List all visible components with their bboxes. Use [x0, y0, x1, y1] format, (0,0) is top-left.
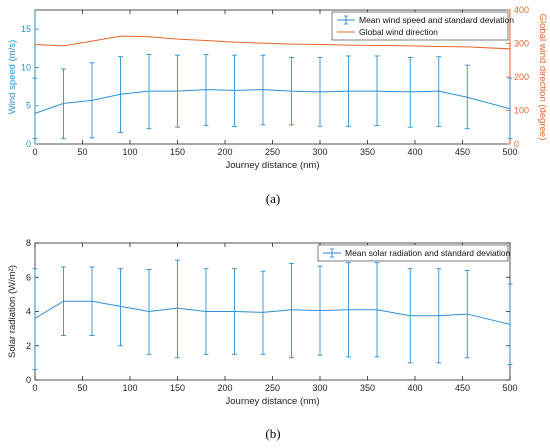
y-tick-label: 0	[26, 375, 31, 385]
x-tick-label: 50	[77, 147, 87, 157]
y2-tick-label: 200	[514, 72, 529, 82]
x-tick-label: 0	[32, 147, 37, 157]
x-tick-label: 500	[502, 383, 517, 393]
y2-tick-label: 400	[514, 5, 529, 15]
y2-tick-label: 100	[514, 106, 529, 116]
y-axis-label: Solar radiation (W/m²)	[7, 265, 18, 358]
series-line	[34, 89, 511, 114]
y-tick-label: 6	[26, 272, 31, 282]
solar-chart-panel: 0 50 100 150 200 250 300 350 400 450 500 Journey di…	[7, 238, 518, 407]
x-axis-label: Journey distance (nm)	[226, 160, 320, 171]
x-tick-label: 100	[122, 147, 137, 157]
legend-label: Mean wind speed and standard deviation	[359, 15, 514, 25]
y-tick-label: 8	[26, 238, 31, 248]
series-line	[34, 35, 511, 50]
x-tick-label: 500	[502, 147, 517, 157]
series-line	[34, 300, 511, 325]
caption-b: (b)	[265, 426, 280, 441]
x-tick-label: 450	[455, 147, 470, 157]
y2-axis-label: Global wind direction (degree)	[537, 14, 548, 141]
legend-label: Global wind direction	[359, 27, 438, 37]
y2-tick-label: 0	[514, 139, 519, 149]
x-tick-label: 300	[312, 147, 327, 157]
y-tick-label: 4	[26, 307, 31, 317]
x-axis-label: Journey distance (nm)	[226, 396, 320, 407]
y2-tick-label: 300	[514, 39, 529, 49]
x-tick-label: 200	[217, 147, 232, 157]
y-tick-label: 0	[26, 139, 31, 149]
x-tick-label: 50	[77, 383, 87, 393]
y-axis-label: Wind speed (m/s)	[7, 40, 18, 114]
x-tick-label: 350	[360, 147, 375, 157]
legend: Mean solar radiation and standard deviat…	[317, 244, 511, 262]
x-tick-label: 150	[170, 147, 185, 157]
y-tick-label: 2	[26, 341, 31, 351]
y-tick-label: 15	[21, 24, 31, 34]
x-tick-label: 350	[360, 383, 375, 393]
x-tick-label: 200	[217, 383, 232, 393]
x-tick-label: 400	[407, 147, 422, 157]
legend-box	[317, 244, 509, 262]
legend: Mean wind speed and standard deviation Gl…	[331, 11, 514, 41]
caption-a: (a)	[266, 191, 280, 206]
legend-label: Mean solar radiation and standard deviat…	[345, 248, 511, 258]
legend-box	[331, 11, 509, 41]
y-tick-label: 10	[21, 62, 31, 72]
x-tick-label: 150	[170, 383, 185, 393]
x-tick-label: 400	[407, 383, 422, 393]
x-tick-label: 450	[455, 383, 470, 393]
x-tick-label: 0	[32, 383, 37, 393]
x-tick-label: 250	[265, 147, 280, 157]
x-tick-label: 100	[122, 383, 137, 393]
x-tick-label: 300	[312, 383, 327, 393]
x-tick-label: 250	[265, 383, 280, 393]
y-tick-label: 5	[26, 101, 31, 111]
